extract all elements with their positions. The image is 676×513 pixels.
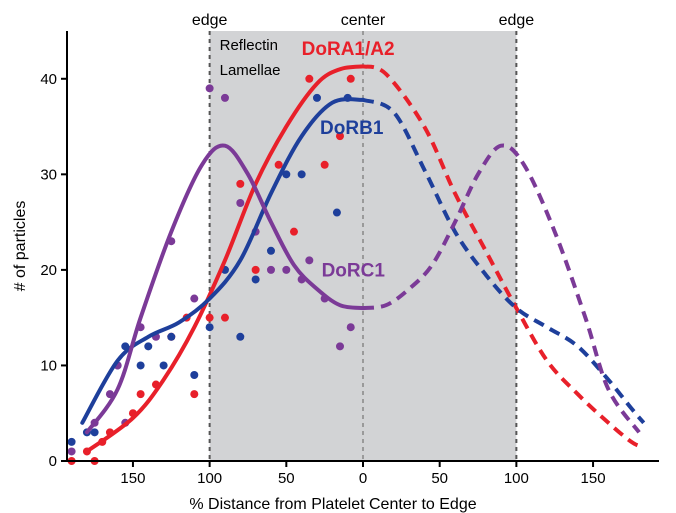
point-dorb1-18 xyxy=(332,208,341,217)
point-dora1-a2-20 xyxy=(346,74,355,83)
x-tick-label-4: 50 xyxy=(431,470,448,487)
point-dora1-a2-19 xyxy=(335,132,344,141)
point-dorb1-5 xyxy=(136,361,145,370)
point-dorc1-0 xyxy=(67,447,76,456)
point-dorb1-6 xyxy=(144,342,153,351)
point-dora1-a2-11 xyxy=(205,313,214,322)
chart-labels: DoRA1/A2 DoRB1 DoRC1 xyxy=(302,39,395,282)
series-label-dorc1: DoRC1 xyxy=(322,261,386,282)
point-dorb1-0 xyxy=(67,437,76,446)
data-points xyxy=(67,74,355,465)
point-dorb1-8 xyxy=(167,332,176,341)
top-label-center-1: center xyxy=(341,12,386,29)
series-label-dorb1: DoRB1 xyxy=(320,118,384,139)
point-dora1-a2-10 xyxy=(190,390,199,399)
x-tick-label-3: 0 xyxy=(359,470,367,487)
point-dorb1-17 xyxy=(312,93,321,102)
point-dorc1-19 xyxy=(346,323,355,332)
y-tick-label-10: 10 xyxy=(40,357,57,374)
point-dorc1-11 xyxy=(236,199,245,207)
point-dorc1-13 xyxy=(266,265,275,274)
series-label-dora1-a2: DoRA1/A2 xyxy=(302,39,395,60)
point-dorc1-9 xyxy=(205,84,214,93)
point-dorc1-10 xyxy=(220,93,229,102)
mirror-curve-dorb1 xyxy=(362,97,646,425)
point-dora1-a2-6 xyxy=(136,390,145,399)
point-dora1-a2-15 xyxy=(274,160,283,169)
region-label-line2: Lamellae xyxy=(220,62,281,79)
point-dorb1-16 xyxy=(297,170,306,179)
y-tick-label-20: 20 xyxy=(40,262,57,279)
point-dorb1-13 xyxy=(251,275,260,284)
point-dora1-a2-12 xyxy=(220,313,229,322)
region-label-line1: Reflectin xyxy=(220,37,278,54)
point-dorc1-14 xyxy=(282,265,291,274)
y-tick-label-0: 0 xyxy=(49,453,57,470)
x-tick-label-2: 50 xyxy=(278,470,295,487)
y-axis-title: # of particles xyxy=(12,201,29,292)
point-dora1-a2-18 xyxy=(320,160,329,169)
y-tick-label-40: 40 xyxy=(40,71,57,88)
point-dorc1-18 xyxy=(335,342,344,351)
point-dorc1-8 xyxy=(190,294,199,303)
axes: 0 10 20 30 40 150 100 50 0 50 100 150 % Distance fro… xyxy=(12,31,659,513)
point-dora1-a2-16 xyxy=(289,227,298,236)
x-tick-label-1: 100 xyxy=(197,470,222,487)
x-axis-title: % Distance from Platelet Center to Edge xyxy=(189,496,476,513)
point-dora1-a2-13 xyxy=(236,179,245,188)
fit-curve-dora1-a2 xyxy=(84,64,365,454)
top-label-edge-2: edge xyxy=(499,12,535,29)
x-tick-label-5: 100 xyxy=(504,470,529,487)
mirror-curve-dorc1 xyxy=(362,143,641,434)
top-label-edge-0: edge xyxy=(192,12,228,29)
fit-curve-dorc1 xyxy=(84,143,365,435)
x-tick-label-0: 150 xyxy=(120,470,145,487)
point-dorb1-9 xyxy=(190,371,199,379)
point-dorb1-2 xyxy=(90,428,99,437)
point-dora1-a2-17 xyxy=(305,74,314,83)
point-dorb1-10 xyxy=(205,323,214,332)
point-dorb1-7 xyxy=(159,361,168,370)
fit-curves xyxy=(80,64,646,454)
point-dorb1-14 xyxy=(266,246,275,255)
point-dorb1-12 xyxy=(236,332,245,341)
point-dora1-a2-14 xyxy=(251,265,260,274)
point-dorb1-15 xyxy=(282,170,291,179)
point-dorc1-16 xyxy=(305,256,314,265)
x-tick-label-6: 150 xyxy=(581,470,606,487)
y-tick-label-30: 30 xyxy=(40,166,57,183)
reference-lines: edge center edge xyxy=(192,12,534,461)
